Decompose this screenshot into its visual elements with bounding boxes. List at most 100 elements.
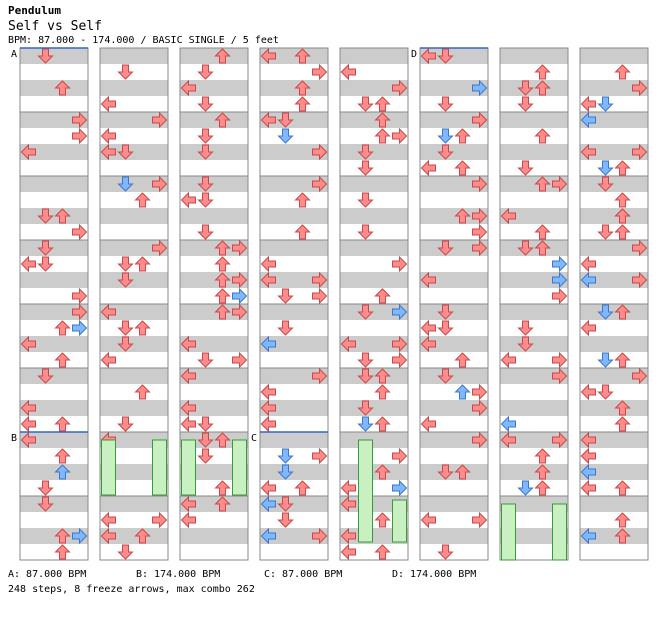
- step-arrow: [534, 176, 551, 192]
- step-arrow: [180, 79, 196, 97]
- step-arrow: [632, 79, 648, 97]
- step-arrow: [312, 143, 328, 161]
- freeze-arrow: [552, 503, 567, 561]
- step-arrow: [100, 143, 116, 161]
- step-arrow: [152, 175, 168, 193]
- step-arrow: [580, 95, 596, 113]
- step-arrow: [214, 240, 231, 256]
- step-arrow: [534, 64, 551, 80]
- bpm-legend: A: 87.000 BPM B: 174.000 BPM C: 87.000 B…: [8, 569, 608, 583]
- step-arrow: [534, 224, 551, 240]
- step-arrow: [340, 543, 356, 561]
- freeze-arrow: [358, 439, 373, 543]
- step-arrow: [374, 416, 391, 432]
- step-arrow: [54, 448, 71, 464]
- step-arrow: [437, 464, 454, 480]
- step-arrow: [340, 335, 356, 353]
- step-arrow: [614, 512, 631, 528]
- chart-title: Self vs Self: [8, 19, 102, 34]
- step-arrow: [614, 64, 631, 80]
- step-arrow: [517, 96, 534, 112]
- step-arrow: [54, 528, 71, 544]
- step-arrow: [374, 128, 391, 144]
- step-arrow: [152, 239, 168, 257]
- step-arrow: [534, 80, 551, 96]
- step-arrow: [197, 448, 214, 464]
- step-arrow: [197, 352, 214, 368]
- step-arrow: [277, 288, 294, 304]
- step-arrow: [277, 112, 294, 128]
- step-arrow: [597, 96, 614, 112]
- step-arrow: [357, 96, 374, 112]
- step-arrow: [614, 160, 631, 176]
- step-arrow: [552, 271, 568, 289]
- section-marker: C: [251, 433, 257, 444]
- step-arrow: [232, 351, 248, 369]
- step-arrow: [437, 144, 454, 160]
- step-arrow: [232, 303, 248, 321]
- step-arrow: [54, 544, 71, 560]
- step-arrow: [472, 111, 488, 129]
- step-arrow: [294, 48, 311, 64]
- chart-column: [259, 47, 329, 561]
- step-arrow: [420, 271, 436, 289]
- step-arrow: [614, 416, 631, 432]
- step-arrow: [197, 432, 214, 448]
- step-arrow: [294, 480, 311, 496]
- step-arrow: [100, 527, 116, 545]
- step-arrow: [37, 240, 54, 256]
- step-arrow: [54, 352, 71, 368]
- step-arrow: [500, 351, 516, 369]
- step-arrow: [152, 511, 168, 529]
- step-arrow: [580, 383, 596, 401]
- step-arrow: [312, 63, 328, 81]
- step-arrow: [100, 95, 116, 113]
- step-arrow: [580, 431, 596, 449]
- step-arrow: [534, 480, 551, 496]
- step-arrow: [392, 479, 408, 497]
- step-arrow: [374, 512, 391, 528]
- step-arrow: [357, 400, 374, 416]
- step-arrow: [277, 320, 294, 336]
- step-arrow: [340, 479, 356, 497]
- step-arrow: [260, 47, 276, 65]
- chart-column: [419, 47, 489, 561]
- step-arrow: [214, 256, 231, 272]
- step-arrow: [374, 384, 391, 400]
- step-arrow: [260, 415, 276, 433]
- step-arrow: [374, 464, 391, 480]
- step-arrow: [357, 352, 374, 368]
- step-arrow: [420, 511, 436, 529]
- chart-column: [579, 47, 649, 561]
- step-arrow: [357, 144, 374, 160]
- step-arrow: [180, 415, 196, 433]
- step-arrow: [117, 144, 134, 160]
- step-arrow: [614, 224, 631, 240]
- chart-column: [499, 47, 569, 561]
- step-arrow: [260, 495, 276, 513]
- step-arrow: [357, 368, 374, 384]
- step-arrow: [294, 96, 311, 112]
- step-arrow: [420, 319, 436, 337]
- step-arrow: [20, 255, 36, 273]
- step-arrow: [152, 111, 168, 129]
- step-arrow: [580, 527, 596, 545]
- step-arrow: [552, 351, 568, 369]
- step-arrow: [357, 416, 374, 432]
- step-arrow: [597, 176, 614, 192]
- step-arrow: [580, 319, 596, 337]
- step-arrow: [37, 48, 54, 64]
- step-arrow: [392, 335, 408, 353]
- step-arrow: [277, 448, 294, 464]
- step-arrow: [597, 224, 614, 240]
- step-arrow: [632, 239, 648, 257]
- step-arrow: [472, 511, 488, 529]
- step-arrow: [180, 335, 196, 353]
- step-arrow: [117, 544, 134, 560]
- step-arrow: [454, 208, 471, 224]
- step-arrow: [552, 175, 568, 193]
- step-arrow: [72, 287, 88, 305]
- step-arrow: [472, 399, 488, 417]
- step-arrow: [37, 208, 54, 224]
- step-arrow: [534, 464, 551, 480]
